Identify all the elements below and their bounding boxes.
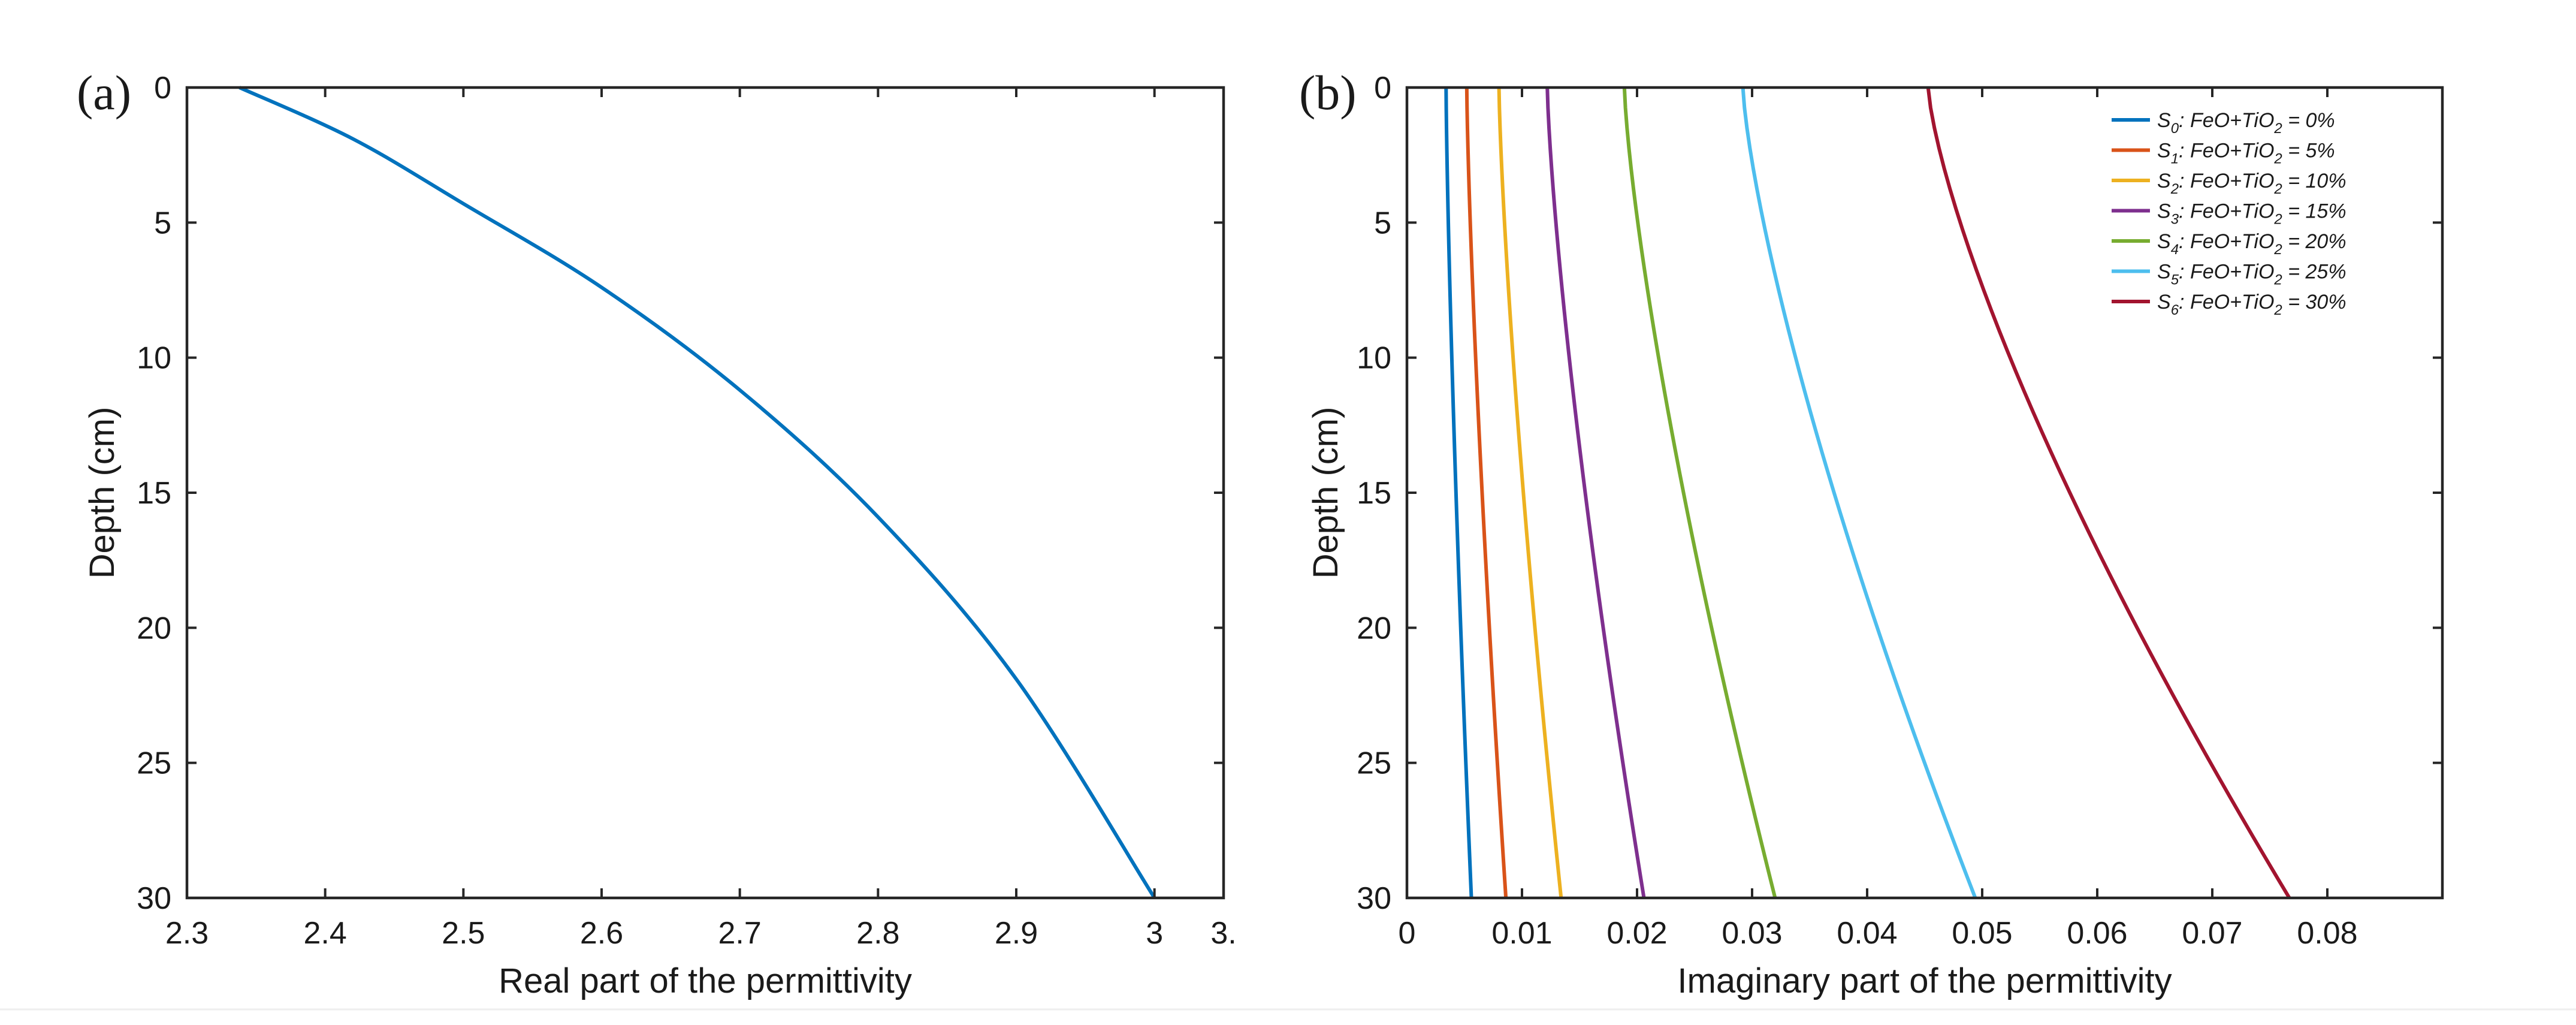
y-tick-label: 25	[137, 746, 171, 781]
x-tick-label: 0.06	[2067, 916, 2127, 951]
panel-a-x-axis-label: Real part of the permittivity	[499, 961, 912, 1000]
legend-entry-s1: S1: FeO+TiO2 = 5%	[2157, 140, 2335, 167]
y-tick-label: 0	[1374, 71, 1391, 105]
x-tick-label: 2.8	[856, 916, 899, 951]
series-line-s3	[1545, 87, 1646, 899]
panel-b-legend: S0: FeO+TiO2 = 0% S1: FeO+TiO2 = 5% S2: Fe…	[2112, 109, 2347, 318]
panel-a-ticks	[186, 86, 1225, 899]
y-tick-label: 15	[1357, 476, 1391, 511]
x-tick-label: 2.7	[718, 916, 762, 951]
x-tick-label: 2.9	[995, 916, 1038, 951]
x-tick-label: 2.4	[304, 916, 347, 951]
x-tick-label: 0	[1399, 916, 1416, 951]
panel-a: (a) 2.3 2.4 2.5 2.6 2.7 2.8 2.9 3 3. 0 5 10 15 20 25 3…	[77, 65, 1237, 1000]
x-tick-label: 2.6	[580, 916, 623, 951]
legend-entry-s5: S5: FeO+TiO2 = 25%	[2157, 261, 2347, 288]
x-tick-label: 0.01	[1491, 916, 1552, 951]
series-line-s1	[1464, 87, 1508, 899]
panel-a-label: (a)	[77, 65, 131, 120]
series-line-s0	[1444, 87, 1473, 899]
y-tick-label: 15	[137, 476, 171, 511]
series-line-s5	[1741, 87, 1977, 899]
y-tick-label: 10	[137, 341, 171, 376]
y-tick-label: 30	[1357, 881, 1391, 916]
real-permittivity-line	[238, 86, 1156, 899]
panel-b-label: (b)	[1299, 65, 1357, 120]
x-tick-label: 0.03	[1722, 916, 1782, 951]
y-tick-label: 5	[1374, 206, 1391, 240]
y-tick-label: 5	[154, 206, 171, 240]
panel-a-y-axis-label: Depth (cm)	[83, 407, 122, 579]
legend-entry-s2: S2: FeO+TiO2 = 10%	[2157, 170, 2347, 197]
x-tick-label: 3	[1146, 916, 1163, 951]
panel-a-x-tick-labels: 2.3 2.4 2.5 2.6 2.7 2.8 2.9 3 3.	[165, 916, 1237, 951]
y-tick-label: 25	[1357, 746, 1391, 781]
series-line-s6	[1926, 87, 2291, 899]
legend-entry-s6: S6: FeO+TiO2 = 30%	[2157, 291, 2347, 318]
y-tick-label: 20	[137, 611, 171, 646]
x-tick-label: 2.5	[442, 916, 485, 951]
panel-b-y-axis-label: Depth (cm)	[1306, 407, 1345, 579]
panel-a-y-tick-labels: 0 5 10 15 20 25 30	[137, 71, 171, 916]
y-tick-label: 0	[154, 71, 171, 105]
x-tick-label: 2.3	[165, 916, 209, 951]
y-tick-label: 10	[1357, 341, 1391, 376]
series-line-s4	[1622, 87, 1777, 899]
panel-a-plot-area	[238, 86, 1156, 899]
panel-b: (b) 0 0.01 0.02 0.03 0.04 0.05 0.06 0.07 0.08 0 5…	[1299, 65, 2444, 1000]
panel-b-x-axis-label: Imaginary part of the permittivity	[1677, 961, 2172, 1000]
legend-entry-s4: S4: FeO+TiO2 = 20%	[2157, 230, 2347, 258]
x-tick-label: 0.07	[2182, 916, 2242, 951]
series-line-s2	[1497, 87, 1563, 899]
y-tick-label: 20	[1357, 611, 1391, 646]
x-tick-label: 0.05	[1952, 916, 2012, 951]
x-tick-label: 0.08	[2297, 916, 2357, 951]
x-tick-label: 0.02	[1606, 916, 1667, 951]
x-tick-label: 0.04	[1837, 916, 1897, 951]
panel-b-x-tick-labels: 0 0.01 0.02 0.03 0.04 0.05 0.06 0.07 0.08	[1399, 916, 2358, 951]
panel-b-plot-area	[1444, 87, 2291, 899]
y-tick-label: 30	[137, 881, 171, 916]
legend-entry-s3: S3: FeO+TiO2 = 15%	[2157, 200, 2347, 228]
panel-b-y-tick-labels: 0 5 10 15 20 25 30	[1357, 71, 1391, 916]
x-tick-label: 3.	[1210, 916, 1236, 951]
panel-b-ticks	[1406, 86, 2442, 899]
legend-entry-s0: S0: FeO+TiO2 = 0%	[2157, 109, 2335, 137]
